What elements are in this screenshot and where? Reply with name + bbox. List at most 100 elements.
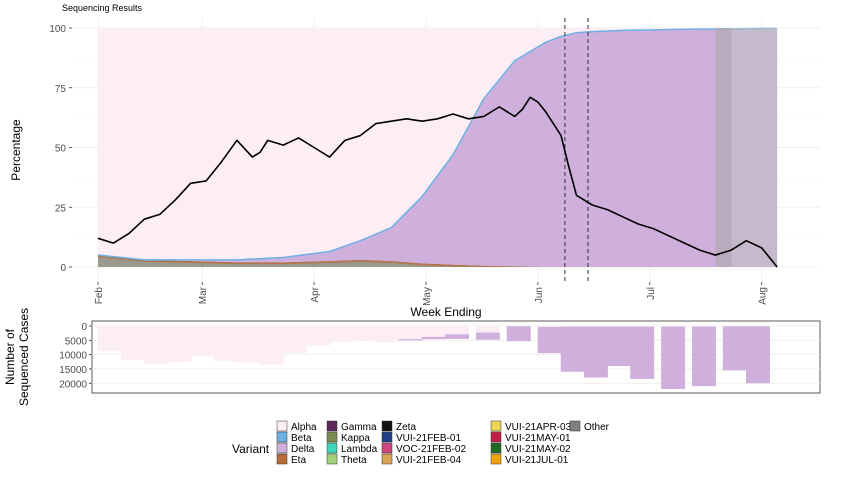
bar-alpha bbox=[630, 326, 655, 327]
bottom-y-axis-title-line1: Number of bbox=[3, 328, 17, 385]
bar-alpha bbox=[691, 326, 716, 327]
legend-label: Lambda bbox=[341, 444, 378, 455]
bottom-y-axis-title: Number of Sequenced Cases bbox=[3, 308, 31, 406]
top-y-tick-label: 25 bbox=[55, 203, 67, 214]
bar-alpha bbox=[398, 326, 423, 340]
top-y-ticks: 0 25 50 75 100 bbox=[49, 24, 72, 274]
trend-line bbox=[97, 96, 778, 268]
bar-delta bbox=[537, 326, 562, 354]
bar-alpha bbox=[259, 326, 284, 365]
bar-alpha bbox=[352, 326, 377, 341]
legend-label: VUI-21FEB-04 bbox=[396, 455, 461, 466]
legend-label: VUI-21MAY-02 bbox=[505, 444, 571, 455]
area-beta-edge bbox=[97, 27, 778, 261]
legend-label: Kappa bbox=[341, 433, 370, 444]
bottom-y-ticks: 0 5000 10000 15000 20000 bbox=[59, 322, 92, 390]
bottom-bars bbox=[97, 326, 770, 389]
legend-title: Variant bbox=[232, 442, 270, 456]
bar-delta bbox=[745, 326, 770, 384]
bar-alpha bbox=[607, 326, 632, 327]
bottom-y-axis-title-line2: Sequenced Cases bbox=[17, 308, 31, 406]
top-y-tick-label: 0 bbox=[60, 263, 66, 274]
legend-swatch bbox=[326, 431, 338, 443]
legend-label: Eta bbox=[291, 455, 306, 466]
bar-delta bbox=[722, 326, 747, 371]
top-y-tick-label: 100 bbox=[49, 24, 66, 35]
vertical-lines bbox=[564, 18, 589, 282]
bar-alpha bbox=[329, 326, 354, 343]
legend-label: Zeta bbox=[396, 422, 416, 433]
bar-delta bbox=[583, 326, 608, 378]
top-y-tick-label: 50 bbox=[55, 144, 67, 155]
legend-label: Other bbox=[584, 422, 610, 433]
chart-title: Sequencing Results bbox=[62, 3, 143, 13]
legend-swatch bbox=[326, 442, 338, 454]
legend-label: Beta bbox=[291, 433, 312, 444]
legend-swatch bbox=[381, 453, 393, 465]
bar-alpha bbox=[445, 326, 469, 335]
top-x-ticks: Feb Mar Apr May Jun Jul Aug bbox=[94, 282, 769, 306]
bar-alpha bbox=[97, 326, 122, 352]
bar-delta bbox=[421, 336, 446, 340]
bar-alpha bbox=[120, 326, 145, 361]
area-delta bbox=[98, 28, 778, 268]
legend-swatch bbox=[381, 420, 393, 432]
legend-swatch bbox=[276, 453, 288, 465]
bar-alpha bbox=[661, 326, 686, 327]
bottom-y-tick-label: 0 bbox=[81, 322, 87, 333]
bottom-y-tick-label: 5000 bbox=[65, 336, 88, 347]
shaded-overlap-region bbox=[715, 28, 732, 267]
legend-swatch bbox=[276, 442, 288, 454]
shaded-region bbox=[715, 28, 778, 267]
top-x-tick-label: Jun bbox=[534, 287, 545, 303]
bottom-y-tick-label: 10000 bbox=[59, 351, 87, 362]
top-x-tick-label: Aug bbox=[758, 287, 769, 305]
top-x-tick-label: Mar bbox=[198, 286, 209, 304]
legend-swatch bbox=[381, 442, 393, 454]
legend-swatch bbox=[276, 431, 288, 443]
top-x-tick-label: Jul bbox=[646, 287, 657, 300]
bar-alpha bbox=[560, 326, 585, 327]
bottom-panel: 0 5000 10000 15000 20000 Number of Sequenced… bbox=[3, 308, 821, 406]
bar-delta bbox=[445, 334, 469, 339]
legend-label: VUI-21FEB-01 bbox=[396, 433, 461, 444]
legend-label: VOC-21FEB-02 bbox=[396, 444, 466, 455]
bar-delta bbox=[691, 326, 716, 387]
legend-swatch bbox=[326, 453, 338, 465]
legend-swatch bbox=[490, 453, 502, 465]
legend-label: Alpha bbox=[291, 422, 317, 433]
legend-label: VUI-21JUL-01 bbox=[505, 455, 569, 466]
bar-delta bbox=[560, 326, 585, 372]
bar-alpha bbox=[306, 326, 331, 346]
bar-alpha bbox=[282, 326, 307, 354]
bar-alpha bbox=[190, 326, 215, 357]
top-x-tick-label: May bbox=[422, 287, 433, 306]
bar-alpha bbox=[167, 326, 192, 362]
legend-label: Theta bbox=[341, 455, 367, 466]
legend-swatch bbox=[381, 431, 393, 443]
legend-swatch bbox=[326, 420, 338, 432]
bar-delta bbox=[506, 326, 531, 342]
bar-alpha bbox=[537, 326, 562, 327]
bar-delta bbox=[661, 326, 686, 389]
bottom-y-tick-label: 20000 bbox=[59, 379, 87, 390]
legend-label: VUI-21APR-03 bbox=[505, 422, 572, 433]
bar-delta bbox=[398, 339, 423, 341]
bar-alpha bbox=[213, 326, 238, 362]
legend-label: VUI-21MAY-01 bbox=[505, 433, 571, 444]
bar-alpha bbox=[144, 326, 169, 364]
legend-swatch bbox=[569, 420, 581, 432]
legend-label: Gamma bbox=[341, 422, 377, 433]
area-eta bbox=[98, 255, 778, 267]
legend-swatch bbox=[276, 420, 288, 432]
top-y-tick-label: 75 bbox=[55, 84, 67, 95]
bar-alpha bbox=[475, 326, 500, 333]
top-x-tick-label: Feb bbox=[94, 287, 105, 305]
stacked-areas bbox=[97, 27, 778, 268]
legend-swatch bbox=[490, 420, 502, 432]
legend-swatch bbox=[490, 431, 502, 443]
legend-label: Delta bbox=[291, 444, 315, 455]
bar-alpha bbox=[236, 326, 261, 363]
